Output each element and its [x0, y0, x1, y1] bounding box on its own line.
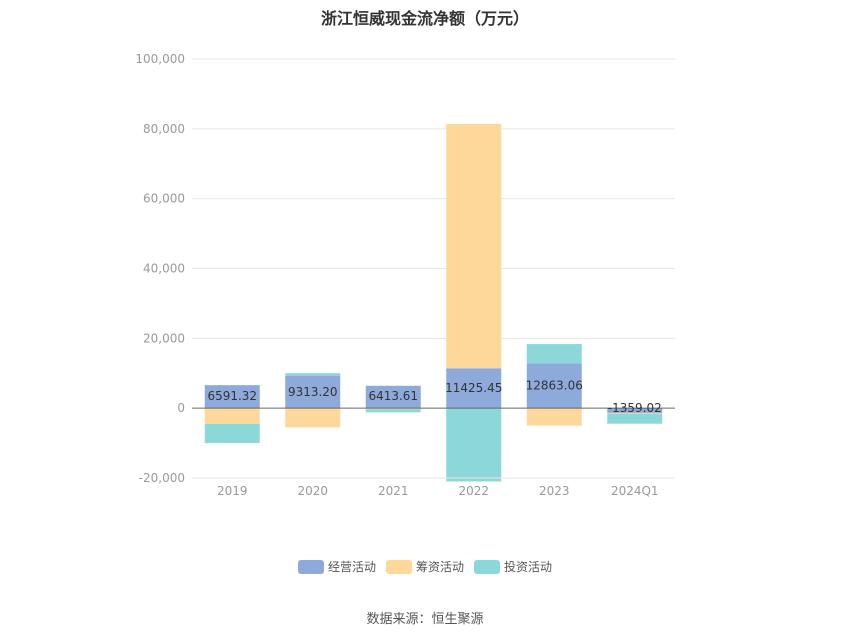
- data-label: 6413.61: [368, 389, 418, 403]
- bar-投资活动-2024Q1: [607, 413, 663, 424]
- y-tick-label: -20,000: [139, 471, 185, 485]
- y-tick-label: 0: [177, 401, 185, 415]
- legend-label: 经营活动: [327, 560, 376, 574]
- x-tick-label: 2019: [217, 484, 248, 498]
- bar-layer: [204, 123, 663, 482]
- bar-筹资活动-2019: [204, 408, 260, 424]
- legend-item[interactable]: 筹资活动: [385, 558, 464, 575]
- bar-投资活动-2019: [204, 423, 260, 444]
- bar-筹资活动-2024Q1: [607, 412, 663, 414]
- legend-label: 投资活动: [504, 560, 553, 574]
- x-tick-label: 2022: [458, 484, 489, 498]
- y-tick-label: 60,000: [143, 192, 185, 206]
- x-tick-label: 2020: [297, 484, 328, 498]
- legend-swatch: [474, 559, 500, 574]
- bar-经营活动-2022: [446, 368, 502, 409]
- bar-筹资活动-2021: [365, 408, 421, 410]
- bar-投资活动-2021: [365, 409, 421, 413]
- data-label: 12863.06: [526, 379, 583, 393]
- bar-筹资活动-2023: [526, 408, 582, 426]
- legend-item[interactable]: 经营活动: [297, 558, 376, 575]
- legend: 经营活动 筹资活动 投资活动: [0, 558, 850, 577]
- chart-title: 浙江恒威现金流净额（万元）: [320, 9, 529, 28]
- axis-layer: 100,000 80,000 60,000 40,000 20,000 0 -20,000 2…: [135, 52, 675, 498]
- bar-经营活动-2024Q1: [607, 408, 663, 413]
- x-tick-label: 2021: [378, 484, 409, 498]
- data-label: 6591.32: [207, 389, 257, 403]
- legend-label: 筹资活动: [415, 560, 464, 574]
- bar-经营活动-2019: [204, 385, 260, 409]
- source-note: 数据来源：恒生聚源: [366, 612, 484, 627]
- x-tick-label: 2024Q1: [611, 484, 659, 498]
- bar-经营活动-2021: [365, 385, 421, 409]
- y-tick-label: 100,000: [135, 52, 185, 66]
- bar-经营活动-2023: [526, 363, 582, 409]
- y-tick-label: 80,000: [143, 122, 185, 136]
- data-label: 11425.45: [445, 381, 502, 395]
- x-tick-label: 2023: [539, 484, 570, 498]
- bar-投资活动-2020: [285, 373, 341, 376]
- legend-swatch: [385, 559, 412, 574]
- bar-筹资活动-2022: [446, 123, 502, 369]
- label-layer: 6591.32 9313.20 6413.61 11425.45 12863.06 -13…: [207, 379, 661, 415]
- grid-layer: [192, 58, 675, 479]
- y-tick-label: 20,000: [143, 331, 185, 345]
- bar-筹资活动-2020: [285, 408, 341, 428]
- bar-投资活动-2022: [446, 408, 502, 482]
- bar-投资活动-2023: [526, 344, 582, 364]
- data-label: 9313.20: [288, 385, 338, 399]
- legend-swatch: [297, 559, 324, 574]
- data-label: -1359.02: [608, 401, 662, 415]
- bar-经营活动-2020: [285, 375, 341, 409]
- y-tick-label: 40,000: [143, 262, 185, 276]
- legend-item[interactable]: 投资活动: [474, 558, 552, 575]
